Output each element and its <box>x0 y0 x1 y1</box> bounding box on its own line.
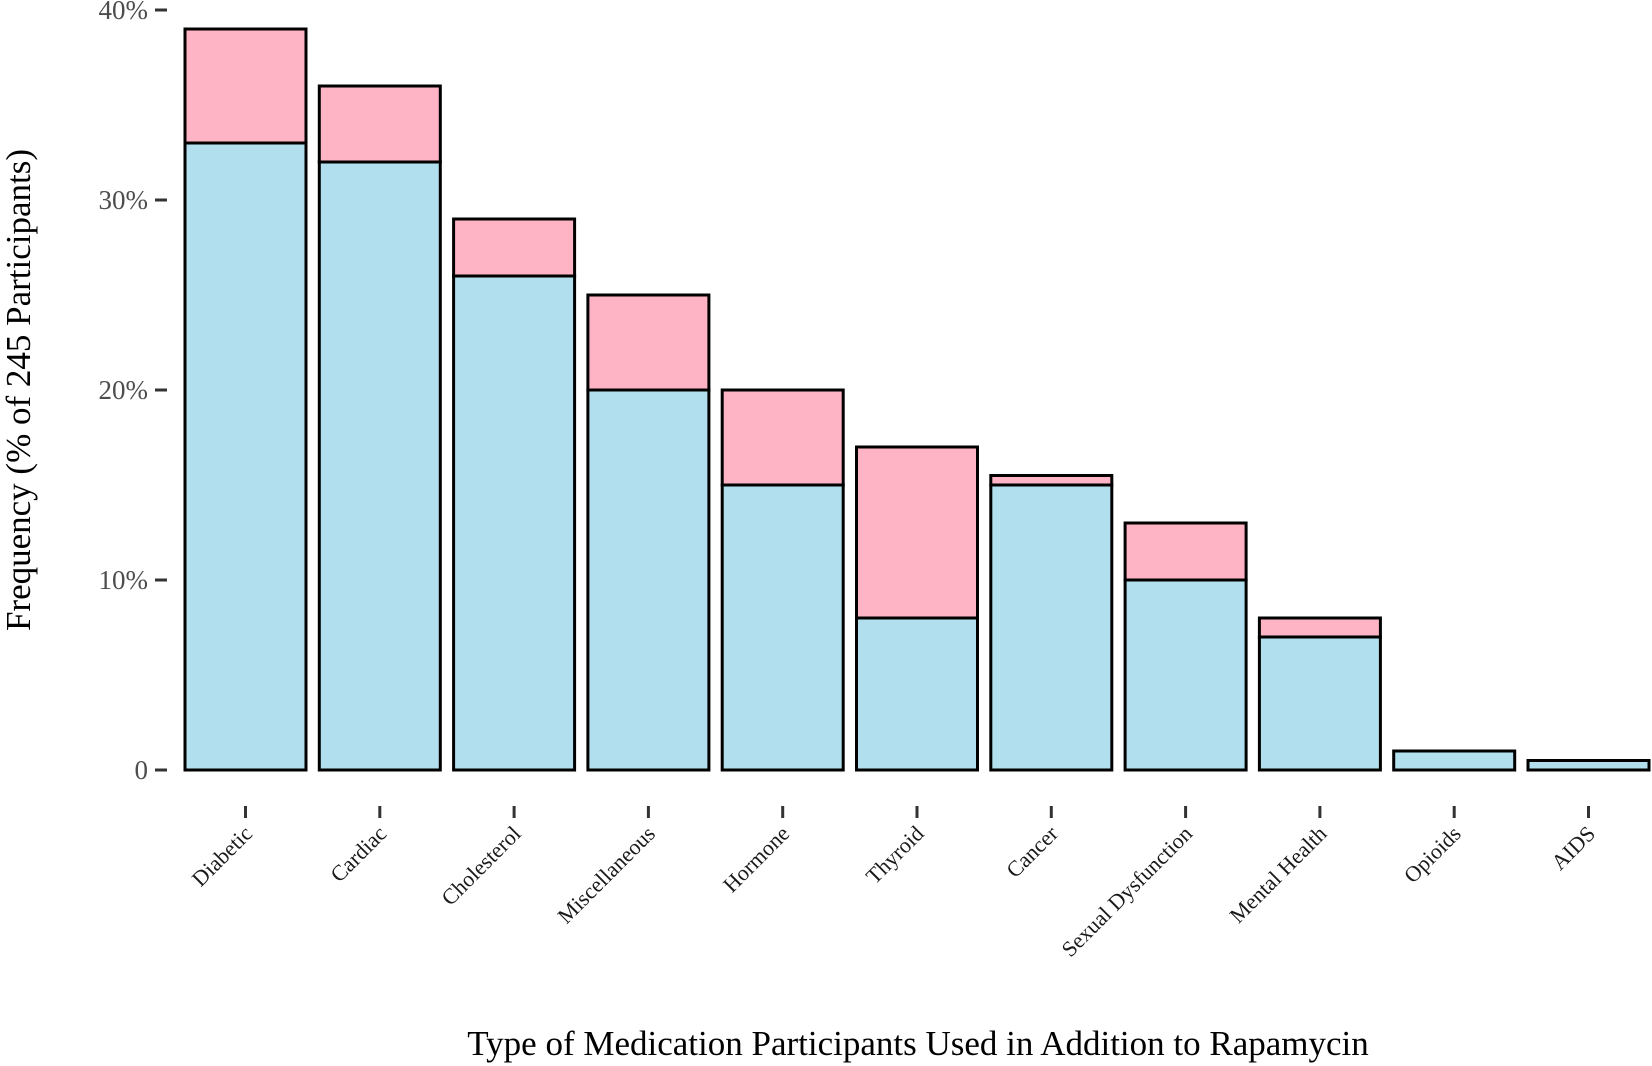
bar-aids-segment-1 <box>1526 759 1651 772</box>
bar-diabetic-segment-2 <box>183 27 308 145</box>
bar-cardiac-segment-2 <box>317 84 442 164</box>
bar-mental-health-segment-2 <box>1257 616 1382 639</box>
bar-thyroid-segment-2 <box>855 445 979 620</box>
y-tick-label: 20% <box>99 375 149 405</box>
bar-hormone-segment-2 <box>720 388 845 487</box>
y-tick-label: 40% <box>99 0 149 25</box>
x-axis-title: Type of Medication Participants Used in … <box>467 1024 1369 1063</box>
x-tick-label-miscellaneous: Miscellaneous <box>552 821 660 929</box>
bar-cholesterol-segment-2 <box>452 217 577 278</box>
x-tick-label-thyroid: Thyroid <box>861 821 929 889</box>
bar-hormone-segment-1 <box>720 483 845 772</box>
bar-cardiac-segment-1 <box>317 160 442 772</box>
x-tick-label-aids: AIDS <box>1546 821 1600 875</box>
x-tick-label-hormone: Hormone <box>718 821 794 897</box>
x-tick-label-diabetic: Diabetic <box>187 821 258 892</box>
x-tick-label-cholesterol: Cholesterol <box>436 821 525 910</box>
bar-miscellaneous-segment-1 <box>586 388 711 772</box>
y-axis: 0 10% 20% 30% 40% <box>99 0 167 785</box>
bar-sexual-dysfunction-segment-2 <box>1123 521 1248 582</box>
x-tick-label-sexual-dysfunction: Sexual Dysfunction <box>1056 821 1197 962</box>
bar-cancer-segment-2 <box>989 474 1114 487</box>
x-axis: Diabetic Cardiac Cholesterol Miscellaneous H… <box>187 806 1600 962</box>
bar-mental-health-segment-1 <box>1257 635 1382 772</box>
x-tick-label-mental-health: Mental Health <box>1224 821 1331 928</box>
y-axis-title: Frequency (% of 245 Participants) <box>0 149 38 631</box>
bar-opioids-segment-1 <box>1392 749 1517 772</box>
bar-miscellaneous-segment-2 <box>586 293 711 392</box>
x-tick-label-cancer: Cancer <box>1001 820 1063 882</box>
y-tick-label: 0 <box>135 755 149 785</box>
y-tick-label: 10% <box>99 565 149 595</box>
y-tick-label: 30% <box>99 185 149 215</box>
bar-cholesterol-segment-1 <box>452 274 577 772</box>
bar-diabetic-segment-1 <box>183 141 308 772</box>
x-tick-label-opioids: Opioids <box>1399 821 1466 888</box>
bar-sexual-dysfunction-segment-1 <box>1123 578 1248 772</box>
bar-cancer-segment-1 <box>989 483 1114 772</box>
bar-thyroid-segment-1 <box>855 616 979 772</box>
bars <box>183 27 1651 772</box>
x-tick-label-cardiac: Cardiac <box>325 821 391 887</box>
